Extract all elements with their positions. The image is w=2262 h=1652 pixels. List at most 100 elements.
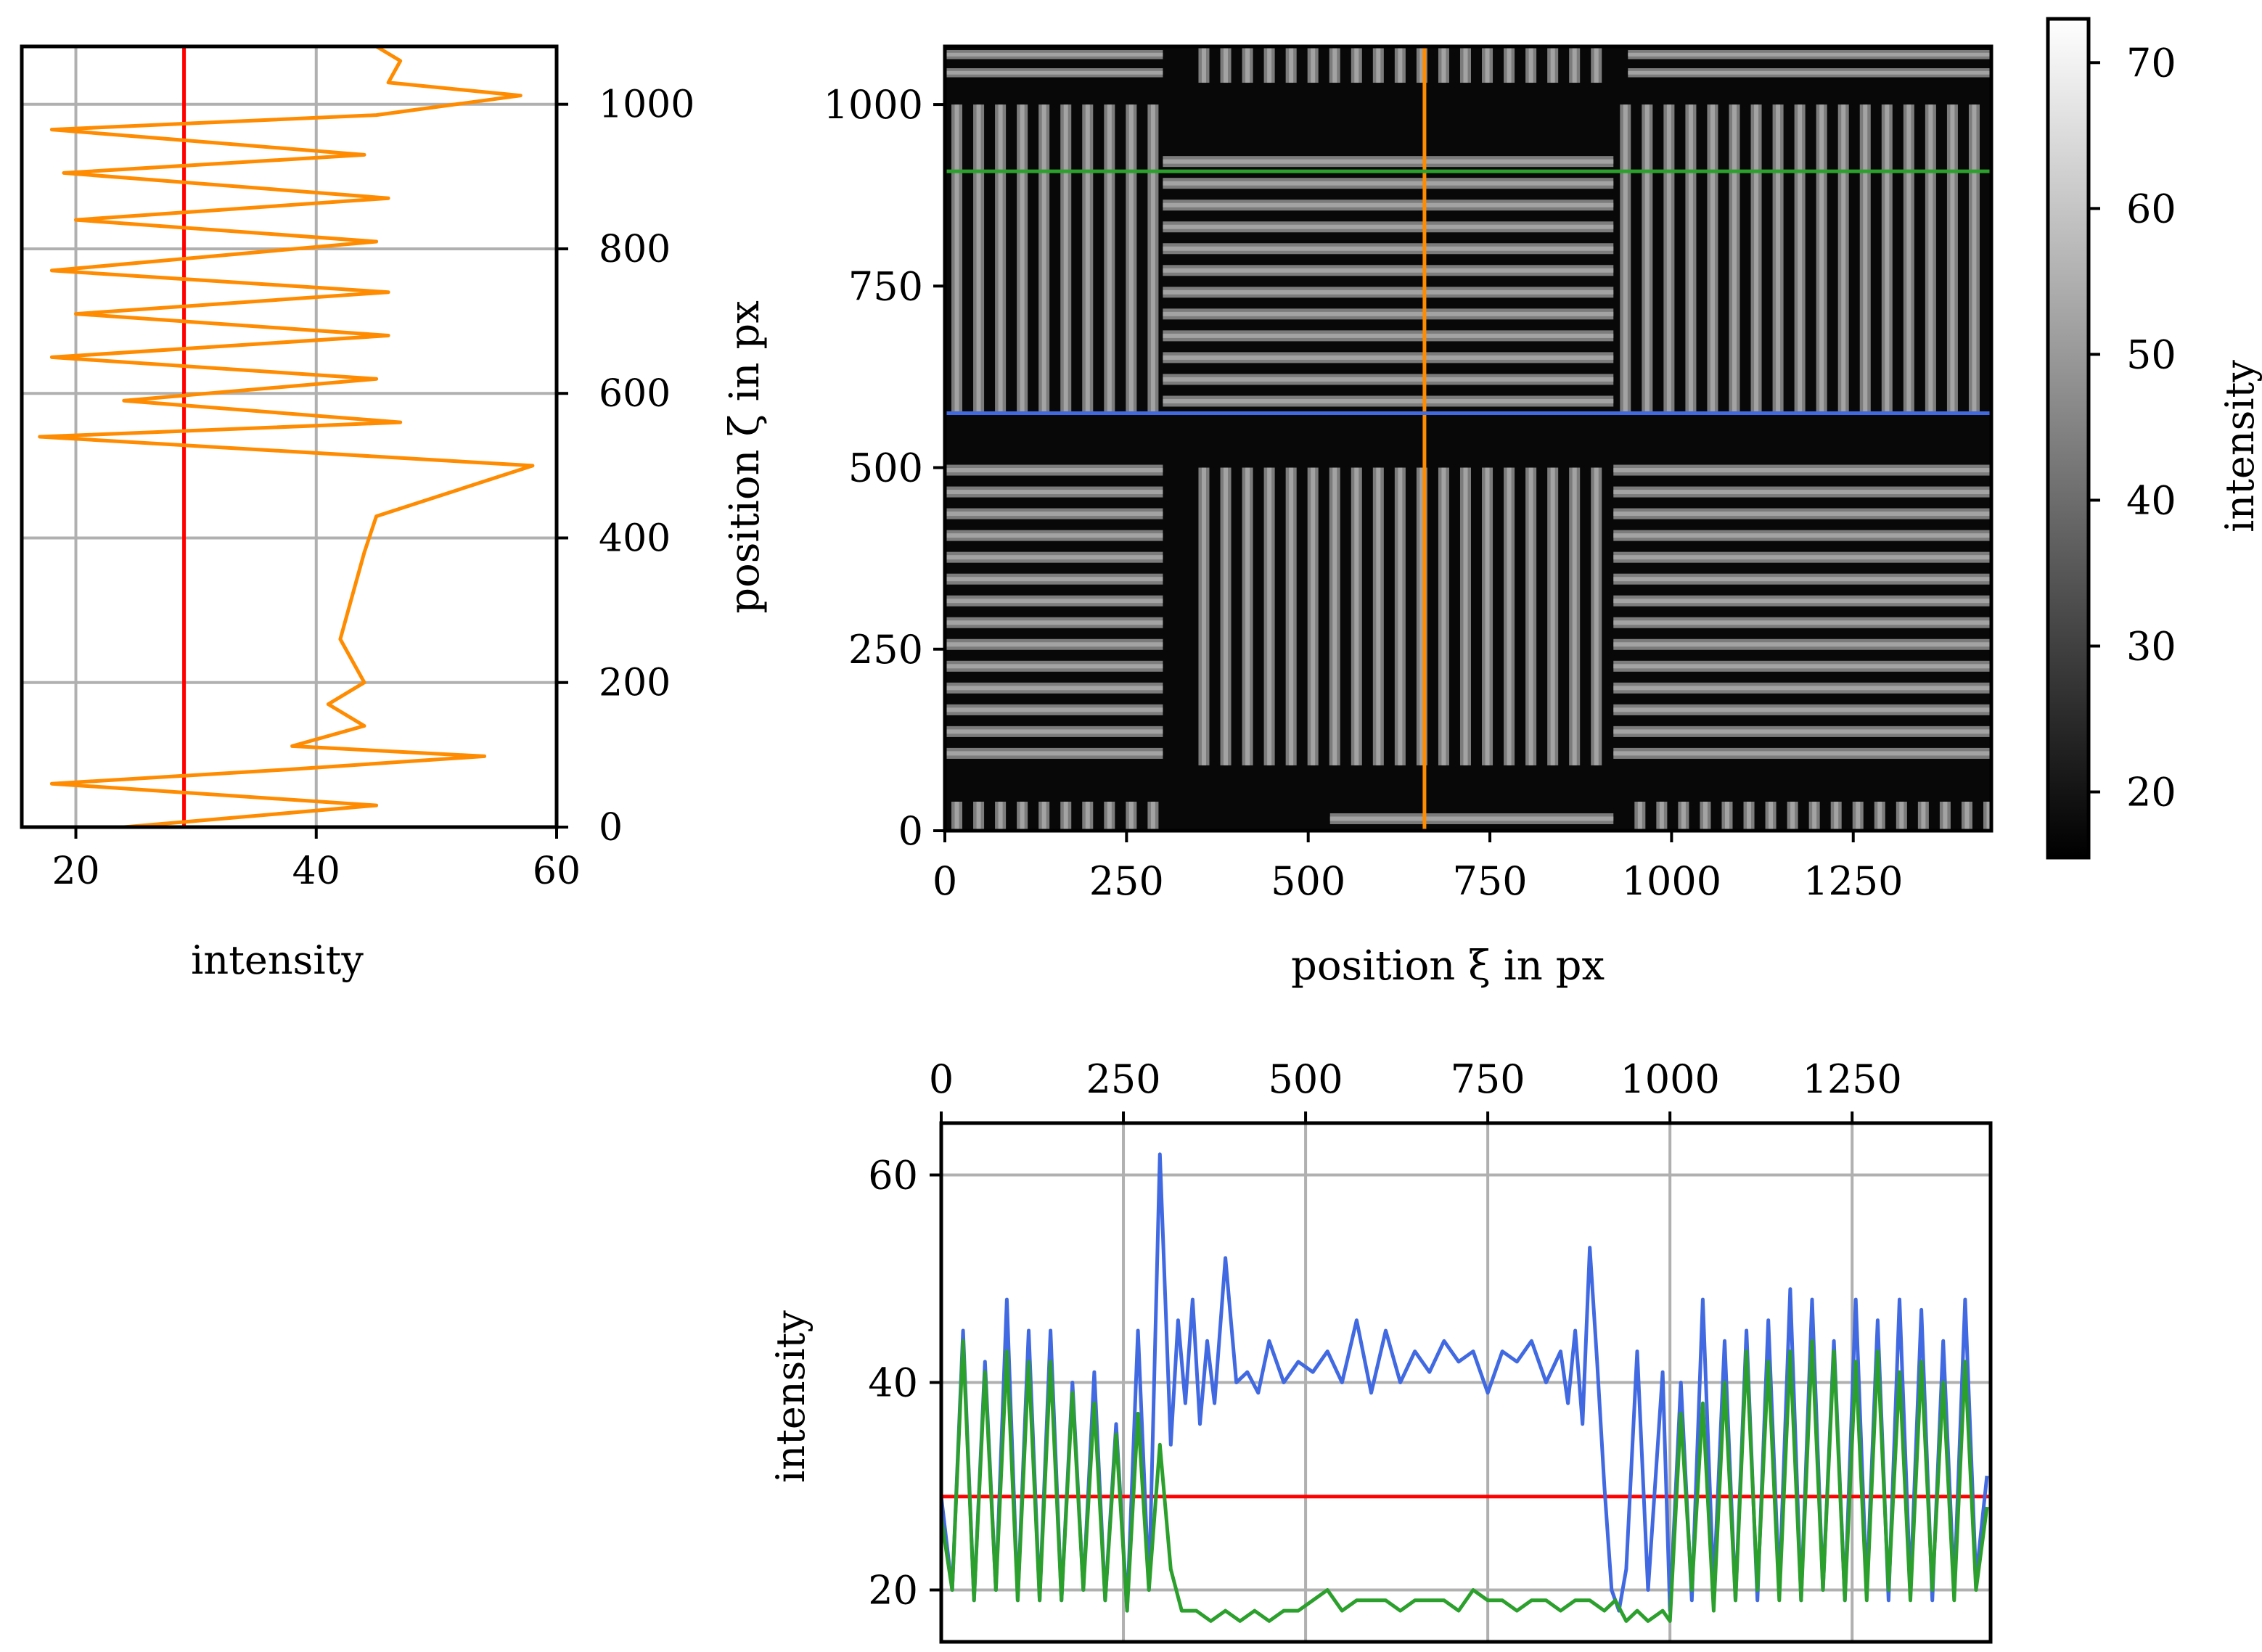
colorbar-gradient <box>2046 17 2091 860</box>
column-profile-background <box>22 46 557 827</box>
pattern-bar-highlight <box>1020 104 1025 414</box>
pattern-bar-highlight <box>1637 801 1642 831</box>
pattern-block-6 <box>1198 46 1602 83</box>
image-ytick-label-0: 0 <box>898 808 923 854</box>
pattern-bar-highlight <box>1943 801 1948 831</box>
row-xtick-label-750: 750 <box>1451 1056 1525 1102</box>
image-ytick-label-250: 250 <box>848 627 923 673</box>
image-ytick-label-500: 500 <box>848 445 923 491</box>
pattern-bar-highlight <box>945 533 1163 538</box>
pattern-bar-highlight <box>945 511 1163 517</box>
column-ytick-label-600: 600 <box>599 372 671 416</box>
pattern-bar-highlight <box>1107 104 1112 414</box>
pattern-bar-highlight <box>976 801 981 831</box>
colorbar-tick-label-60: 60 <box>2126 186 2176 231</box>
pattern-block-1 <box>1163 156 1614 407</box>
pattern-bar-highlight <box>1485 46 1490 83</box>
row-profile-lines <box>941 1152 1989 1623</box>
pattern-bar-highlight <box>1163 289 1614 295</box>
pattern-bar-highlight <box>1419 46 1425 83</box>
pattern-block-3 <box>945 464 1163 759</box>
pattern-bar-highlight <box>945 599 1163 604</box>
pattern-bar-highlight <box>1507 467 1512 765</box>
colorbar-tick-label-70: 70 <box>2126 40 2176 86</box>
pattern-bar-highlight <box>1732 104 1737 414</box>
pattern-block-5 <box>1613 464 1991 759</box>
pattern-bar-highlight <box>1613 642 1991 647</box>
pattern-bar-highlight <box>1441 46 1446 83</box>
pattern-bar-highlight <box>1628 52 1991 57</box>
pattern-bar-highlight <box>1928 104 1933 414</box>
pattern-bar-highlight <box>1623 104 1628 414</box>
pattern-bar-highlight <box>1613 599 1991 604</box>
pattern-bar-highlight <box>1819 104 1824 414</box>
image-pattern <box>945 46 1991 831</box>
column-profile-panel: 20 40 60 0 200 400 600 800 1000 intensity <box>20 44 694 983</box>
pattern-bar-highlight <box>1041 104 1046 414</box>
pattern-bar-highlight <box>1163 398 1614 403</box>
pattern-bar-highlight <box>1572 46 1577 83</box>
colorbar-tick-label-30: 30 <box>2126 623 2176 669</box>
pattern-bar-highlight <box>1550 467 1555 765</box>
colorbar-label: intensity <box>2217 360 2262 533</box>
pattern-bar-highlight <box>1594 46 1599 83</box>
pattern-bar-highlight <box>1863 104 1868 414</box>
pattern-bar-highlight <box>1885 104 1890 414</box>
column-profile-y-ticks: 0 200 400 600 800 1000 <box>557 83 694 850</box>
column-xtick-label-40: 40 <box>292 850 340 893</box>
colorbar-panel: 20 30 40 50 60 70 intensity <box>2046 17 2262 860</box>
pattern-bar-highlight <box>998 801 1003 831</box>
pattern-bar-highlight <box>945 707 1163 712</box>
pattern-bar-highlight <box>1747 801 1752 831</box>
pattern-bar-highlight <box>1163 377 1614 382</box>
pattern-bar-highlight <box>1267 467 1272 765</box>
pattern-bar-highlight <box>1163 224 1614 229</box>
pattern-bar-highlight <box>1463 46 1468 83</box>
pattern-bar-highlight <box>1311 467 1316 765</box>
pattern-bar-highlight <box>1798 104 1803 414</box>
pattern-bar-highlight <box>1834 801 1839 831</box>
pattern-bar-highlight <box>1485 467 1490 765</box>
pattern-bar-highlight <box>1613 533 1991 538</box>
image-xtick-label-0: 0 <box>933 858 957 904</box>
pattern-bar-highlight <box>945 70 1163 75</box>
pattern-bar-highlight <box>1311 46 1316 83</box>
pattern-bar-highlight <box>1528 46 1533 83</box>
pattern-bar-highlight <box>1163 181 1614 186</box>
colorbar-tick-label-20: 20 <box>2126 770 2176 815</box>
row-xtick-label-0: 0 <box>929 1056 954 1102</box>
pattern-bar-highlight <box>1201 467 1206 765</box>
pattern-bar-highlight <box>1332 467 1337 765</box>
row-xtick-label-500: 500 <box>1269 1056 1343 1102</box>
pattern-block-2 <box>1620 104 1980 414</box>
pattern-bar-highlight <box>1628 70 1991 75</box>
image-xtick-label-1000: 1000 <box>1622 858 1721 904</box>
pattern-block-0 <box>951 104 1159 414</box>
pattern-bar-highlight <box>1659 801 1664 831</box>
pattern-bar-highlight <box>1702 801 1708 831</box>
pattern-bar-highlight <box>945 751 1163 756</box>
pattern-bar-highlight <box>1507 46 1512 83</box>
pattern-bar-highlight <box>1594 467 1599 765</box>
pattern-block-9 <box>951 801 1159 831</box>
pattern-bar-highlight <box>1419 467 1425 765</box>
pattern-bar-highlight <box>1128 801 1134 831</box>
row-profiles-panel: 0 250 500 750 1000 1250 20 40 60 intensity <box>768 1056 1993 1644</box>
pattern-bar-highlight <box>1613 490 1991 495</box>
pattern-bar-highlight <box>1354 46 1359 83</box>
pattern-block-8 <box>945 50 1163 78</box>
pattern-bar-highlight <box>1790 801 1795 831</box>
pattern-bar-highlight <box>945 729 1163 734</box>
pattern-bar-highlight <box>1107 801 1112 831</box>
pattern-bar-highlight <box>1150 104 1155 414</box>
image-xlabel: position ξ in px <box>1291 942 1605 990</box>
pattern-bar-highlight <box>1681 801 1686 831</box>
row-ytick-label-60: 60 <box>868 1153 918 1199</box>
pattern-bar-highlight <box>1812 801 1817 831</box>
pattern-bar-highlight <box>1613 707 1991 712</box>
pattern-bar-highlight <box>1613 511 1991 517</box>
pattern-bar-highlight <box>1724 801 1729 831</box>
pattern-bar-highlight <box>1754 104 1759 414</box>
pattern-block-7 <box>1628 50 1991 78</box>
